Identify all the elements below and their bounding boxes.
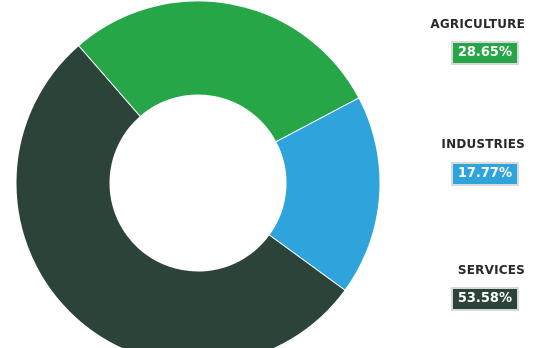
legend-value-agriculture: 28.65% (450, 41, 519, 65)
legend-value-services: 53.58% (450, 287, 519, 311)
legend-value-industries: 17.77% (450, 162, 519, 186)
donut-slices (15, 0, 381, 348)
legend-label-industries: INDUSTRIES (441, 137, 525, 151)
legend-label-services: SERVICES (457, 263, 525, 277)
slice-services (15, 44, 346, 348)
slice-agriculture (77, 0, 360, 143)
slice-industries (268, 97, 381, 291)
legend-label-agriculture: AGRICULTURE (430, 17, 525, 31)
